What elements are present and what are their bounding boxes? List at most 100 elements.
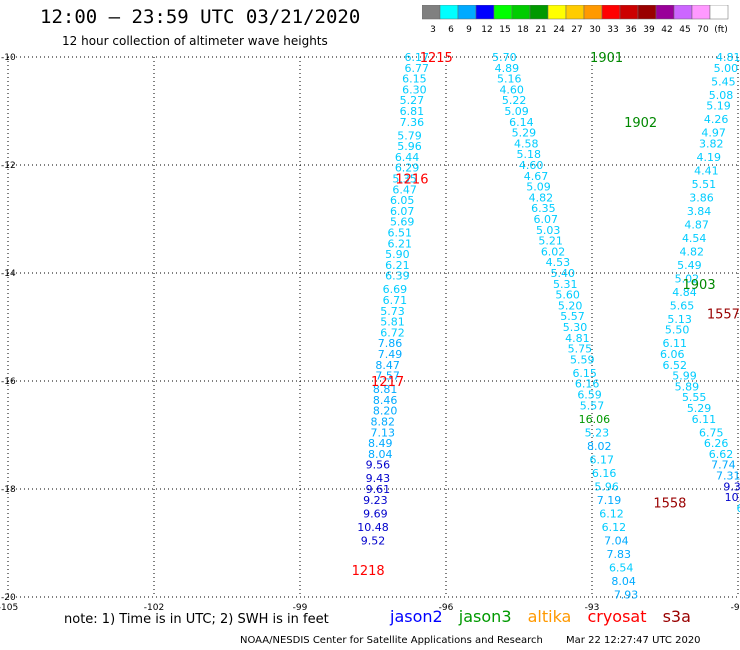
colorbar-legend: 3 6 9 12 15 18 21 24 27 30 33 36 39 42 45 70 (ft): [422, 5, 729, 35]
wave-height-value: 7.86: [378, 337, 403, 350]
wave-height-value: 5.02: [675, 272, 700, 285]
wave-height-value: 8.47: [375, 359, 400, 372]
pass-time-label: 1216: [395, 173, 428, 188]
wave-height-value: 5.30: [563, 321, 588, 334]
wave-height-value: 5.45: [711, 75, 736, 88]
wave-height-value: 5.18: [516, 148, 541, 161]
wave-height-value: 4.58: [514, 137, 539, 150]
wave-height-value: 9.69: [363, 507, 388, 520]
wave-height-value: 9.61: [366, 483, 391, 496]
colorbar-label: 3: [430, 25, 436, 35]
wave-height-value: 10.29: [725, 491, 740, 504]
wave-height-value: 4.19: [697, 151, 722, 164]
wave-height-value: 7.36: [400, 116, 425, 129]
wave-height-value: 8.20: [373, 405, 398, 418]
wave-height-value: 6.06: [660, 348, 685, 361]
wave-height-value: 5.79: [397, 129, 422, 142]
wave-height-value: 6.11: [692, 413, 717, 426]
pass-time-label: 1558: [653, 497, 686, 512]
colorbar-label: 9: [466, 25, 472, 35]
pass-time-label: 1902: [624, 116, 657, 131]
wave-height-value: 5.73: [380, 305, 405, 318]
colorbar-label: 39: [643, 25, 655, 35]
colorbar-label: 21: [535, 25, 546, 35]
wave-height-value: 6.30: [402, 83, 427, 96]
colorbar-label: 18: [517, 25, 529, 35]
wave-height-value: 5.08: [709, 89, 734, 102]
y-tick-label: -12: [1, 161, 16, 171]
wave-height-value: 5.50: [665, 324, 690, 337]
wave-height-value: 6.05: [390, 194, 415, 207]
colorbar-label: 42: [661, 25, 672, 35]
colorbar-label: 12: [481, 25, 492, 35]
wave-height-value: 6.44: [395, 151, 420, 164]
wave-height-value: 16.06: [579, 413, 611, 426]
wave-height-value: 5.65: [670, 299, 695, 312]
y-tick-label: -20: [1, 593, 16, 603]
wave-height-value: 5.96: [397, 140, 422, 153]
wave-height-value: 6.07: [390, 205, 415, 218]
colorbar-label: 36: [625, 25, 637, 35]
colorbar-label: 6: [448, 25, 454, 35]
wave-height-value: 5.29: [512, 127, 537, 140]
chart-title: 12:00 – 23:59 UTC 03/21/2020: [40, 6, 361, 28]
wave-height-value: 5.27: [400, 94, 425, 107]
wave-height-value: 6.47: [392, 183, 417, 196]
wave-height-value: 6.54: [609, 561, 634, 574]
x-tick-label: -102: [144, 603, 164, 610]
pass-time-label: 1903: [683, 278, 716, 293]
wave-height-value: 9.43: [366, 472, 391, 485]
wave-height-value: 5.23: [585, 426, 610, 439]
wave-height-value: 4.81: [565, 332, 590, 345]
credit-source: NOAA/NESDIS Center for Satellite Applica…: [240, 635, 543, 646]
wave-height-value: 5.40: [551, 267, 576, 280]
wave-height-value: 6.81: [400, 105, 425, 118]
credit-line: NOAA/NESDIS Center for Satellite Applica…: [240, 635, 721, 646]
wave-height-value: 6.52: [662, 359, 687, 372]
wave-height-value: 7.93: [614, 588, 639, 601]
wave-height-value: 6.15: [572, 367, 597, 380]
x-tick-label: -96: [439, 603, 454, 610]
wave-height-value: 8.46: [373, 394, 398, 407]
wave-height-value: 5.09: [526, 181, 551, 194]
wave-height-value: 6.15: [402, 73, 427, 86]
wave-height-value: 5.57: [580, 399, 605, 412]
wave-height-value: 9.52: [361, 534, 386, 547]
wave-height-value: 5.49: [677, 259, 702, 272]
pass-time-label: 1901: [590, 51, 623, 66]
colorbar-label: (ft): [714, 25, 728, 35]
wave-height-value: 6.07: [534, 213, 559, 226]
pass-time-label: 1218: [352, 564, 385, 579]
wave-height-value: 6.21: [388, 237, 413, 250]
wave-height-value: 7.49: [378, 348, 403, 361]
wave-height-value: 6.77: [405, 62, 430, 75]
colorbar-label: 24: [553, 25, 565, 35]
colorbar-label: 45: [679, 25, 690, 35]
plot-area: -105 -102 -99 -96 -93 -90 -10 -12 -14 -16 -18 -20 6.…: [0, 51, 740, 610]
wave-height-value: 5.57: [560, 310, 585, 323]
wave-height-value: 5.89: [675, 380, 700, 393]
colorbar-label: 15: [499, 25, 510, 35]
wave-height-value: 4.53: [546, 256, 571, 269]
wave-height-value: 5.59: [570, 353, 595, 366]
wave-height-value: 6.69: [383, 283, 408, 296]
wave-height-value: 9.35: [723, 480, 740, 493]
wave-height-value: 6.51: [388, 227, 413, 240]
wave-height-value: 5.35: [392, 173, 417, 186]
wave-height-value: 4.89: [495, 62, 520, 75]
wave-height-value: 4.84: [672, 286, 697, 299]
wave-height-value: 5.20: [558, 299, 583, 312]
wave-height-value: 5.55: [682, 391, 707, 404]
wave-height-value: 5.96: [594, 480, 619, 493]
wave-height-value: 9.56: [366, 459, 391, 472]
colorbar-label: 70: [697, 25, 709, 35]
wave-height-value: 6.39: [385, 270, 410, 283]
wave-height-value: 6.72: [380, 326, 405, 339]
satellite-label: jason2: [390, 607, 443, 626]
wave-height-value: 6.21: [385, 259, 410, 272]
wave-height-value: 6.16: [575, 378, 600, 391]
wave-height-value: 8.04: [368, 448, 393, 461]
colorbar-label: 27: [571, 25, 582, 35]
wave-height-value: 5.16: [497, 73, 522, 86]
wave-height-value: 9.23: [363, 494, 388, 507]
